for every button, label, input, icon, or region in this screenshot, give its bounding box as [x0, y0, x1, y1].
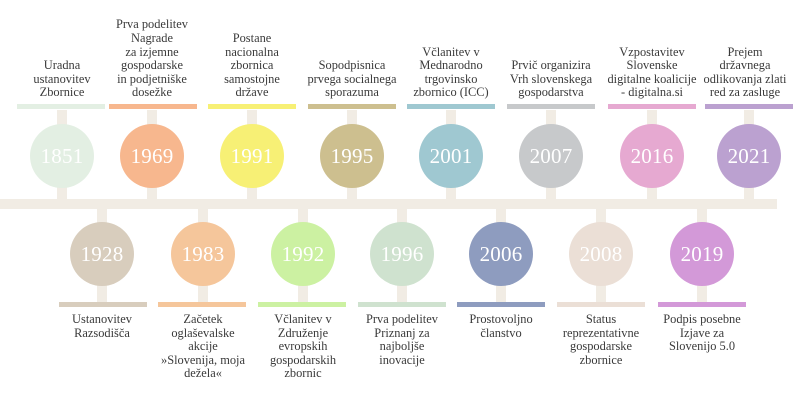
milestone-bar: [308, 104, 396, 109]
milestone-bar: [608, 104, 696, 109]
milestone-year-circle: 1928: [70, 222, 134, 286]
milestone-bar: [59, 302, 147, 307]
milestone-year-circle: 2001: [419, 124, 483, 188]
milestone-year-circle: 2021: [717, 124, 781, 188]
milestone-bar: [705, 104, 793, 109]
milestone-description: Prvič organizira Vrh slovenskega gospoda…: [509, 58, 593, 100]
milestone-year-circle: 1996: [370, 222, 434, 286]
milestone-year-circle: 1992: [271, 222, 335, 286]
milestone-bar: [507, 104, 595, 109]
milestone-description: Uradna ustanovitev Zbornice: [33, 58, 91, 100]
timeline-spine: [0, 199, 777, 209]
milestone-year-circle: 1995: [320, 124, 384, 188]
milestone-description: Vzpostavitev Slovenske digitalne koalici…: [607, 44, 697, 100]
milestone-bar: [158, 302, 246, 307]
milestone-year-circle: 2007: [519, 124, 583, 188]
milestone-description: Prva podelitev Nagrade za izjemne gospod…: [116, 17, 188, 100]
milestone-description: Prejem državnega odlikovanja zlati red z…: [703, 44, 787, 100]
milestone-year-circle: 2008: [569, 222, 633, 286]
milestone-description: Podpis posebne Izjave za Slovenijo 5.0: [663, 312, 741, 354]
milestone-description: Ustanovitev Razsodišča: [72, 312, 132, 340]
milestone-bar: [658, 302, 746, 307]
milestone-bar: [358, 302, 446, 307]
milestone-year-circle: 1983: [171, 222, 235, 286]
milestone-description: Začetek oglaševalske akcije »Slovenija, …: [161, 312, 245, 381]
milestone-year-circle: 1991: [220, 124, 284, 188]
milestone-year-circle: 1851: [30, 124, 94, 188]
milestone-year-circle: 2016: [620, 124, 684, 188]
milestone-description: Status reprezentativne gospodarske zborn…: [562, 312, 640, 367]
milestone-bar: [407, 104, 495, 109]
milestone-description: Sopodpisnica prvega socialnega sporazuma: [307, 58, 397, 100]
milestone-description: Postane nacionalna zbornica samostojne d…: [224, 31, 280, 100]
milestone-bar: [557, 302, 645, 307]
milestone-bar: [258, 302, 346, 307]
milestone-bar: [17, 104, 105, 109]
milestone-year-circle: 2006: [469, 222, 533, 286]
milestone-description: Prostovoljno članstvo: [469, 312, 533, 340]
milestone-year-circle: 2019: [670, 222, 734, 286]
milestone-year-circle: 1969: [120, 124, 184, 188]
milestone-bar: [208, 104, 296, 109]
milestone-description: Včlanitev v Mednarodno trgovinsko zborni…: [413, 44, 489, 100]
milestone-description: Včlanitev v Združenje evropskih gospodar…: [269, 312, 337, 381]
milestone-description: Prva podelitev Priznanj za najboljše ino…: [366, 312, 438, 367]
milestone-bar: [457, 302, 545, 307]
milestone-bar: [109, 104, 197, 109]
